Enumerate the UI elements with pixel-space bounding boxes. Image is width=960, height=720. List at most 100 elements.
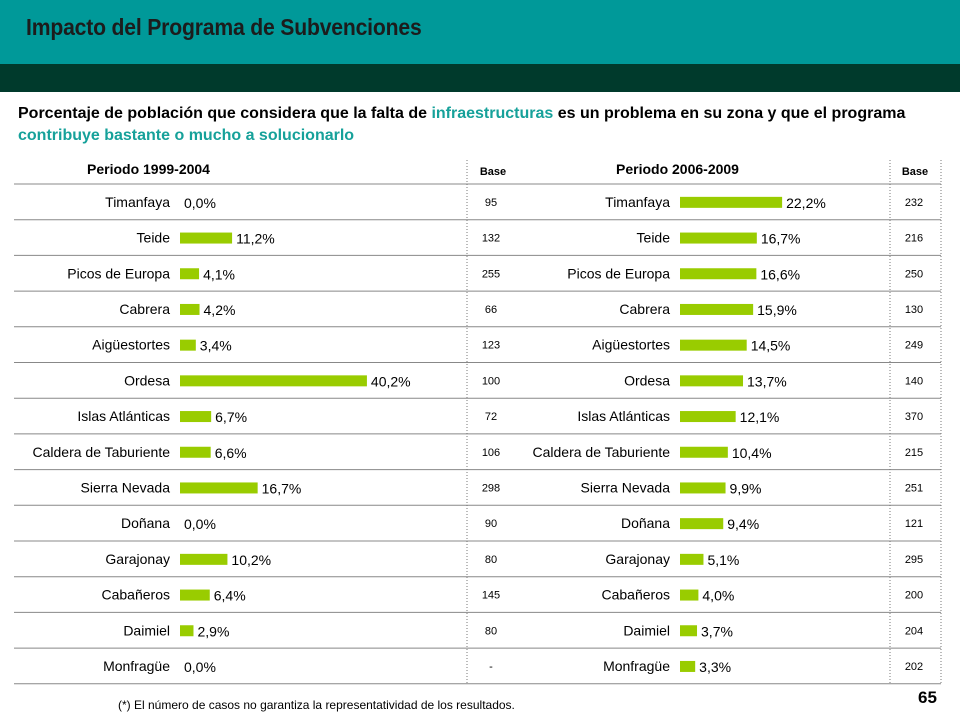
bar-value-label: 16,6% (760, 266, 800, 282)
subtitle-part-2: es un problema en su zona y que el progr… (553, 105, 906, 122)
base-count: 255 (482, 268, 500, 280)
bar (680, 660, 696, 672)
category-label: Ordesa (124, 372, 170, 388)
category-label: Timanfaya (105, 194, 170, 210)
bar (680, 411, 736, 423)
category-label: Garajonay (605, 551, 670, 567)
bar (180, 339, 196, 351)
base-count: 95 (485, 197, 497, 209)
bar (680, 589, 699, 601)
base-count: 121 (905, 518, 923, 530)
base-count: 215 (905, 447, 923, 459)
category-label: Caldera de Taburiente (532, 444, 670, 460)
base-header-2: Base (901, 166, 929, 178)
base-count: 72 (485, 411, 497, 423)
bar-value-label: 6,6% (215, 445, 247, 461)
bar-value-label: 4,0% (702, 588, 734, 604)
bar (180, 268, 200, 280)
bar (180, 375, 367, 387)
category-label: Caldera de Taburiente (32, 444, 170, 460)
bar (680, 518, 724, 530)
bar (680, 303, 754, 315)
bar-value-label: 9,4% (727, 516, 759, 532)
category-label: Teide (637, 230, 671, 246)
bar-value-label: 5,1% (707, 552, 739, 568)
chart-subtitle: Porcentaje de población que considera qu… (18, 103, 948, 147)
base-count: 250 (905, 268, 923, 280)
base-count: 251 (905, 482, 923, 494)
base-count: 130 (905, 304, 923, 316)
header-dark-band (0, 64, 960, 92)
base-count: 370 (905, 411, 923, 423)
category-label: Picos de Europa (567, 265, 670, 281)
category-label: Monfragüe (603, 658, 670, 674)
category-label: Garajonay (105, 551, 170, 567)
base-count: 200 (905, 590, 923, 602)
base-header-1: Base (479, 166, 507, 178)
period-2-title: Periodo 2006-2009 (616, 161, 739, 177)
category-label: Cabañeros (102, 587, 171, 603)
category-label: Islas Atlánticas (577, 408, 670, 424)
category-label: Islas Atlánticas (77, 408, 170, 424)
page-title: Impacto del Programa de Subvenciones (26, 14, 422, 40)
bar-value-label: 15,9% (757, 302, 797, 318)
base-count: 90 (485, 518, 497, 530)
base-count: 232 (905, 197, 923, 209)
category-label: Cabrera (119, 301, 170, 317)
category-label: Ordesa (624, 372, 670, 388)
bar (180, 303, 200, 315)
bar-value-label: 22,2% (786, 195, 826, 211)
bar (180, 446, 211, 458)
category-label: Monfragüe (103, 658, 170, 674)
bar (680, 232, 757, 244)
bar (180, 482, 258, 494)
base-count: 140 (905, 375, 923, 387)
category-label: Timanfaya (605, 194, 670, 210)
base-count: 123 (482, 340, 500, 352)
bar-value-label: 40,2% (371, 373, 411, 389)
bar (180, 411, 212, 423)
bar-value-label: 4,2% (204, 302, 236, 318)
bar-value-label: 2,9% (197, 623, 229, 639)
bar-value-label: 3,7% (701, 623, 733, 639)
base-count: 132 (482, 233, 500, 245)
bar-value-label: 0,0% (184, 659, 216, 675)
bar (680, 446, 728, 458)
category-label: Doñana (121, 515, 170, 531)
bar-value-label: 6,4% (214, 588, 246, 604)
base-count: 80 (485, 554, 497, 566)
base-count: 202 (905, 661, 923, 673)
category-label: Daimiel (123, 622, 170, 638)
category-label: Aigüestortes (592, 337, 670, 353)
bar-value-label: 10,2% (231, 552, 271, 568)
bar-value-label: 10,4% (732, 445, 772, 461)
subtitle-highlight-infraestructuras: infraestructuras (431, 105, 554, 122)
bar-value-label: 12,1% (740, 409, 780, 425)
bar-value-label: 3,3% (699, 659, 731, 675)
base-count: 216 (905, 233, 923, 245)
bar (680, 553, 704, 565)
base-count: 249 (905, 340, 923, 352)
bar (180, 553, 228, 565)
bar-value-label: 0,0% (184, 516, 216, 532)
category-label: Daimiel (623, 622, 670, 638)
category-label: Cabrera (619, 301, 670, 317)
bar (180, 625, 194, 637)
subtitle-highlight-contribuye: contribuye bastante o mucho a solucionar… (18, 127, 355, 144)
bar (680, 268, 757, 280)
bar (180, 589, 210, 601)
bar (680, 482, 726, 494)
base-count: 80 (485, 625, 497, 637)
base-count: 100 (482, 375, 500, 387)
bar (680, 625, 698, 637)
bar-value-label: 3,4% (200, 338, 232, 354)
bar-value-label: 16,7% (262, 480, 302, 496)
category-label: Aigüestortes (92, 337, 170, 353)
bar (180, 232, 233, 244)
bar-value-label: 6,7% (215, 409, 247, 425)
bar-value-label: 14,5% (751, 338, 791, 354)
bar-value-label: 4,1% (203, 266, 235, 282)
category-label: Sierra Nevada (581, 479, 671, 495)
header-band (0, 0, 960, 64)
